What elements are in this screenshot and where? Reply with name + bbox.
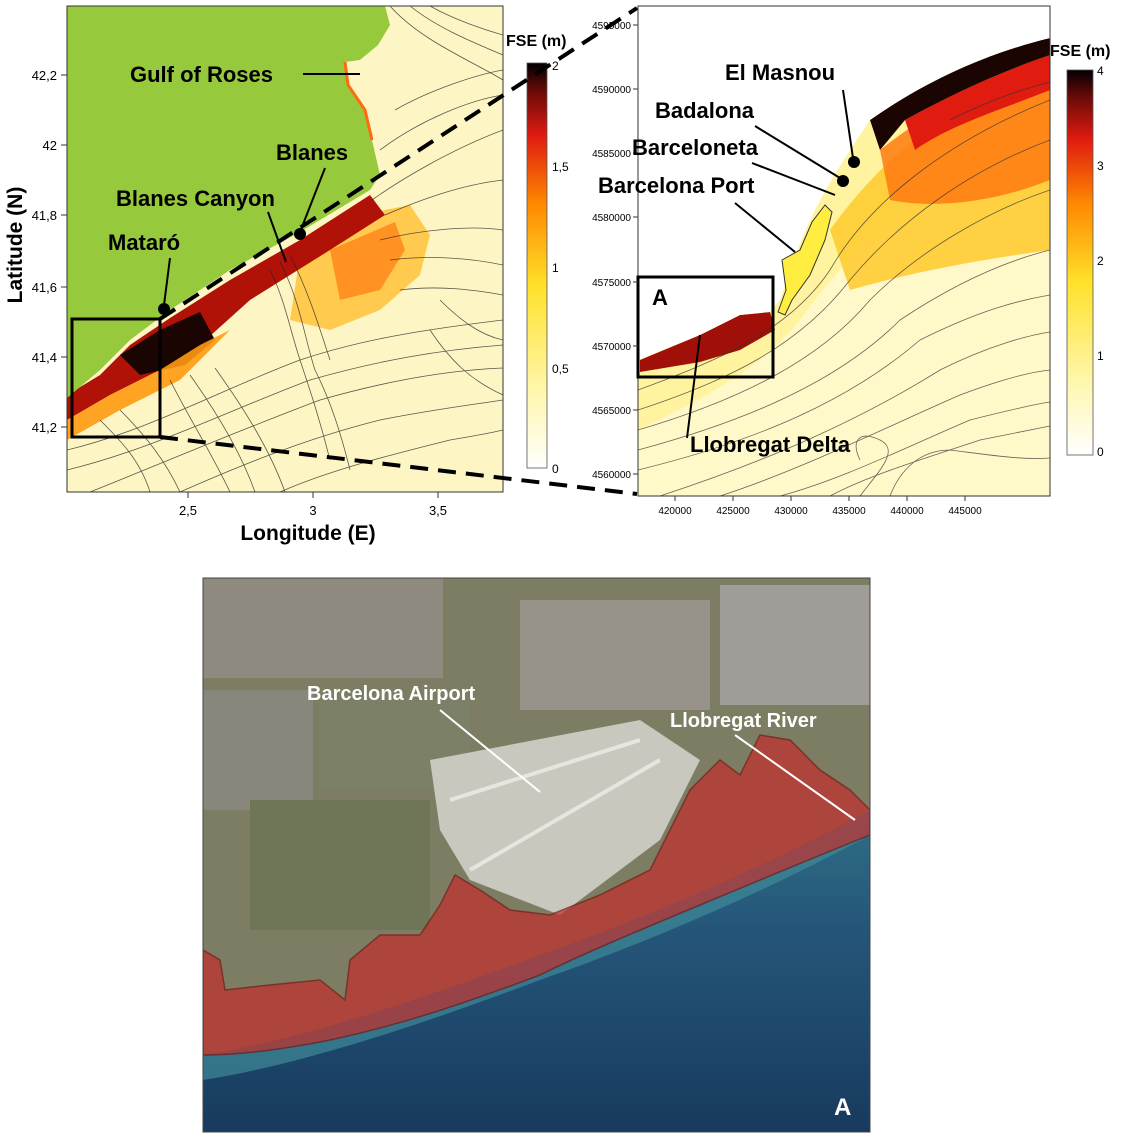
label-blanes: Blanes [276, 140, 348, 165]
left-x-tick: 3,5 [429, 503, 447, 518]
farmland [250, 800, 430, 930]
right-colorbar-tick: 1 [1097, 349, 1104, 363]
label-badalona: Badalona [655, 98, 755, 123]
right-coastal-peak [870, 38, 1050, 150]
el-masnou-marker [848, 156, 860, 168]
right-map: A 420000 425000 430000 435000 440000 445… [592, 5, 1110, 517]
left-map: 2,5 3 3,5 42,2 42 41,8 41,6 41,4 41,2 Lo… [4, 5, 569, 545]
left-x-tick: 3 [309, 503, 316, 518]
right-colorbar [1066, 69, 1094, 456]
right-x-tick: 445000 [948, 506, 982, 517]
left-colorbar-tick: 1 [552, 261, 559, 275]
left-land [67, 6, 390, 398]
flood-zone [203, 734, 870, 1056]
left-y-tick: 42,2 [32, 68, 57, 83]
right-y-tick: 4585000 [592, 149, 631, 160]
right-bathymetry-contours [638, 81, 1050, 496]
surf-zone [203, 810, 870, 1080]
label-blanes-canyon: Blanes Canyon [116, 186, 275, 211]
right-colorbar-tick: 0 [1097, 445, 1104, 459]
left-zoom-box [70, 317, 162, 439]
label-llobregat-delta: Llobregat Delta [690, 432, 851, 457]
right-delta-band [640, 312, 775, 372]
right-colorbar-title: FSE (m) [1050, 43, 1110, 60]
left-coastal-fringe [67, 330, 230, 440]
barcelona-port-pointer [734, 202, 796, 253]
satellite-panel-label: A [834, 1094, 851, 1121]
airport-pointer [439, 709, 541, 793]
urban-area [203, 690, 313, 810]
label-mataro: Mataró [108, 230, 180, 255]
left-higher-fse-zone [330, 222, 405, 300]
right-y-tick: 4560000 [592, 470, 631, 481]
right-y-tick: 4595000 [592, 21, 631, 32]
label-el-masnou: El Masnou [725, 60, 835, 85]
left-colorbar-title: FSE (m) [506, 33, 566, 50]
label-gulf-of-roses: Gulf of Roses [130, 62, 273, 87]
left-colorbar-tick: 1,5 [552, 160, 569, 174]
label-barcelona-airport: Barcelona Airport [307, 683, 476, 705]
right-colorbar-tick: 2 [1097, 254, 1104, 268]
right-tick-marks [633, 24, 966, 501]
urban-area [520, 600, 710, 710]
mataro-marker [158, 303, 170, 315]
urban-area [203, 578, 443, 678]
left-colorbar-tick: 0 [552, 462, 559, 476]
left-y-tick: 41,8 [32, 208, 57, 223]
badalona-marker [837, 175, 849, 187]
right-colorbar-tick: 3 [1097, 159, 1104, 173]
barceloneta-pointer [751, 162, 836, 196]
left-x-axis-title: Longitude (E) [240, 522, 375, 545]
label-llobregat-river: Llobregat River [670, 710, 817, 732]
left-bathymetry-contours [67, 6, 503, 492]
el-masnou-pointer [842, 89, 854, 159]
runway [449, 738, 641, 802]
left-colorbar-tick: 2 [552, 59, 559, 73]
left-map-frame [66, 5, 504, 493]
urban-area [720, 585, 870, 705]
label-barceloneta: Barceloneta [632, 135, 759, 160]
left-tick-marks [61, 74, 439, 498]
blanes-marker [294, 228, 306, 240]
left-x-tick: 2,5 [179, 503, 197, 518]
right-box-label: A [652, 285, 668, 310]
right-x-tick: 420000 [658, 506, 692, 517]
right-y-tick: 4590000 [592, 85, 631, 96]
right-x-tick: 440000 [890, 506, 924, 517]
river-pointer [734, 734, 856, 821]
right-x-tick: 425000 [716, 506, 750, 517]
llobregat-delta-pointer [686, 334, 701, 439]
zoom-connectors [158, 6, 639, 496]
mataro-pointer [163, 257, 171, 306]
label-barcelona-port: Barcelona Port [598, 173, 755, 198]
left-colorbar-tick: 0,5 [552, 362, 569, 376]
right-y-tick: 4565000 [592, 406, 631, 417]
right-x-tick: 430000 [774, 506, 808, 517]
left-y-tick: 42 [43, 138, 57, 153]
right-y-tick: 4580000 [592, 213, 631, 224]
right-zoom-box-a [636, 275, 775, 379]
right-y-tick: 4570000 [592, 342, 631, 353]
right-coastal-red [905, 55, 1050, 150]
right-land [638, 6, 1050, 360]
left-y-tick: 41,6 [32, 280, 57, 295]
badalona-pointer [754, 125, 841, 179]
left-y-axis-title: Latitude (N) [4, 187, 27, 304]
runway [468, 758, 662, 872]
left-y-tick: 41,2 [32, 420, 57, 435]
barcelona-port-shape [777, 204, 833, 316]
right-x-tick: 435000 [832, 506, 866, 517]
airport-area [430, 720, 700, 915]
left-colorbar [526, 62, 548, 469]
right-y-tick: 4575000 [592, 278, 631, 289]
canyon-pointer [267, 211, 287, 263]
satellite-frame [202, 577, 871, 1133]
satellite-panel: Barcelona Airport Llobregat River A [202, 577, 871, 1133]
left-y-tick: 41,4 [32, 350, 57, 365]
right-map-frame [637, 5, 1051, 497]
blanes-pointer [299, 167, 326, 233]
right-colorbar-tick: 4 [1097, 64, 1104, 78]
